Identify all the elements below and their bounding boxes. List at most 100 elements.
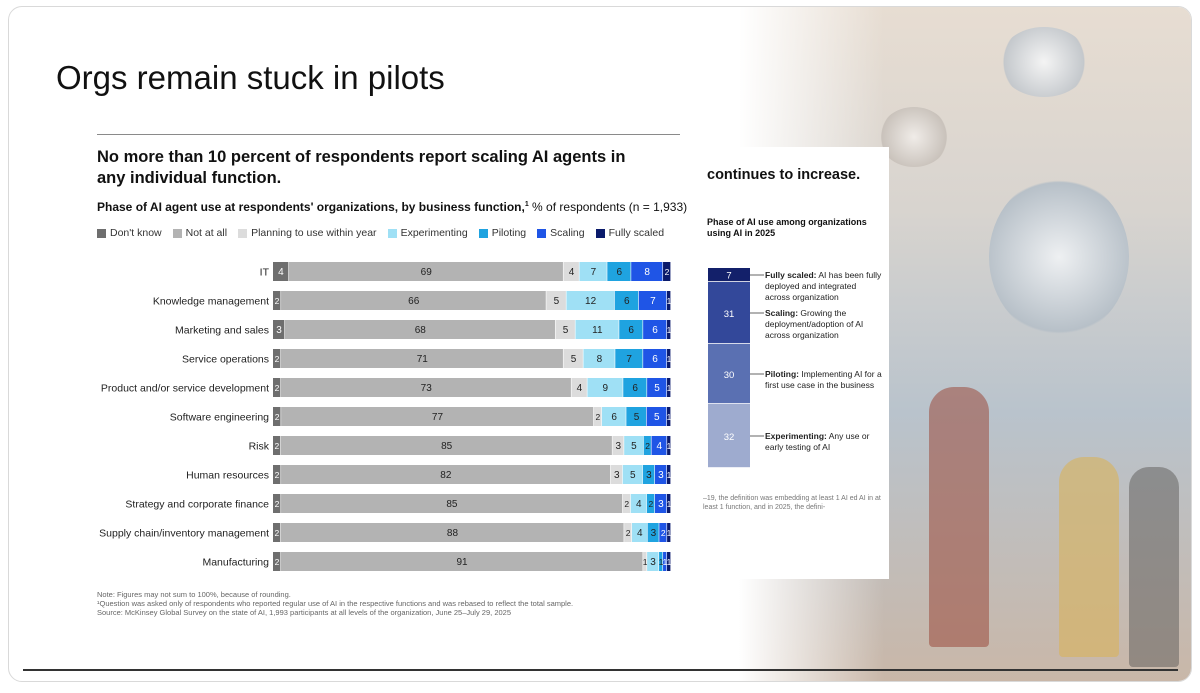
data-label: 4 xyxy=(657,441,663,452)
data-label: 3 xyxy=(650,557,656,568)
data-label: 5 xyxy=(554,296,560,307)
data-label: 77 xyxy=(432,412,444,423)
bar-segment xyxy=(622,465,643,484)
data-label: 1 xyxy=(667,383,672,393)
bar-segment xyxy=(280,523,624,542)
data-label: 2 xyxy=(596,412,601,422)
bar-segment xyxy=(281,465,611,484)
bar-segment xyxy=(280,378,571,397)
legend-swatch xyxy=(172,228,182,238)
data-label: 12 xyxy=(585,296,597,307)
data-label: 2 xyxy=(275,412,280,422)
data-label: 1 xyxy=(643,557,648,567)
data-label: 2 xyxy=(275,296,280,306)
bar-segment xyxy=(667,320,671,339)
column-value: 32 xyxy=(724,432,735,443)
bar-segment xyxy=(643,436,651,455)
bar-segment xyxy=(273,465,281,484)
category-label: IT xyxy=(260,267,270,279)
category-label: Knowledge management xyxy=(153,296,269,308)
bar-segment xyxy=(614,291,639,310)
chart-subtitle-sup: 1 xyxy=(524,201,529,208)
data-label: 4 xyxy=(278,267,284,278)
chart-subtitle-bold: Phase of AI agent use at respondents' or… xyxy=(97,200,525,214)
legend-item: Planning to use within year xyxy=(238,227,377,239)
data-label: 1 xyxy=(667,470,672,480)
bar-segment xyxy=(281,291,546,310)
data-label: 5 xyxy=(654,383,660,394)
bar-segment xyxy=(647,378,667,397)
bar-segment xyxy=(546,291,566,310)
data-label: 3 xyxy=(658,499,664,510)
bar-segment xyxy=(273,494,281,513)
bar-segment xyxy=(273,552,281,571)
data-label: 2 xyxy=(275,557,280,567)
data-label: 3 xyxy=(651,528,657,539)
bar-segment xyxy=(666,407,671,426)
bar-segment xyxy=(646,407,667,426)
data-label: 6 xyxy=(652,325,658,336)
column-segment xyxy=(708,268,750,282)
bar-segment xyxy=(607,262,631,281)
bar-segment xyxy=(630,494,647,513)
category-label: Product and/or service development xyxy=(101,383,269,395)
phase-name: Experimenting: xyxy=(765,431,827,441)
bar-segment xyxy=(667,436,671,455)
bar-segment xyxy=(273,262,289,281)
divider xyxy=(97,134,680,135)
bar-segment xyxy=(281,494,623,513)
bar-segment xyxy=(654,494,667,513)
data-label: 2 xyxy=(275,441,280,451)
legend-label: Don't know xyxy=(110,227,162,239)
column-value: 31 xyxy=(724,309,735,320)
bar-segment xyxy=(563,349,583,368)
legend-item: Piloting xyxy=(478,227,527,239)
bar-segment xyxy=(587,378,623,397)
data-label: 85 xyxy=(446,499,458,510)
phase-description: Piloting: Implementing AI for a first us… xyxy=(765,369,883,391)
legend-swatch xyxy=(478,228,488,238)
bar-segment xyxy=(667,552,671,571)
legend-swatch xyxy=(238,228,248,238)
phase-name: Scaling: xyxy=(765,308,799,318)
data-label: 2 xyxy=(275,354,280,364)
legend-label: Experimenting xyxy=(400,227,468,239)
data-label: 6 xyxy=(652,354,658,365)
legend-swatch xyxy=(537,228,547,238)
bar-segment xyxy=(579,262,607,281)
data-label: 5 xyxy=(563,325,569,336)
legend-label: Piloting xyxy=(491,227,527,239)
legend-item: Not at all xyxy=(172,227,227,239)
data-label: 68 xyxy=(415,325,427,336)
bar-segment xyxy=(624,436,644,455)
phase-desc: Implementing AI for a first use case in … xyxy=(765,369,882,390)
chart-headline: No more than 10 percent of respondents r… xyxy=(97,148,626,187)
chart-legend: Don't know Not at all Planning to use with… xyxy=(97,227,664,239)
bar-segment xyxy=(642,465,655,484)
note-line: Note: Figures may not sum to 100%, becau… xyxy=(97,590,291,599)
chart-subtitle-rest: % of respondents (n = 1,933) xyxy=(528,200,688,214)
data-label: 4 xyxy=(569,267,575,278)
phase-name: Piloting: xyxy=(765,369,799,379)
data-label: 4 xyxy=(577,383,583,394)
data-label: 2 xyxy=(645,441,650,451)
column-segment xyxy=(708,344,750,404)
data-label: 1 xyxy=(667,441,672,451)
data-label: 5 xyxy=(631,441,637,452)
data-label: 3 xyxy=(658,470,664,481)
category-label: Manufacturing xyxy=(202,557,269,569)
data-label: 2 xyxy=(665,267,670,277)
bar-segment xyxy=(273,349,281,368)
bar-segment xyxy=(273,523,281,542)
legend-item: Fully scaled xyxy=(595,227,664,239)
chart-notes: Note: Figures may not sum to 100%, becau… xyxy=(97,590,657,617)
slide-frame: Orgs remain stuck in pilots No more than… xyxy=(8,6,1192,682)
column-segment xyxy=(708,282,750,344)
bar-segment xyxy=(654,465,667,484)
bar-segment xyxy=(563,262,579,281)
bar-segment xyxy=(280,552,643,571)
legend-label: Planning to use within year xyxy=(251,227,377,239)
bar-segment xyxy=(288,262,563,281)
bar-segment xyxy=(280,436,612,455)
data-label: 71 xyxy=(417,354,429,365)
